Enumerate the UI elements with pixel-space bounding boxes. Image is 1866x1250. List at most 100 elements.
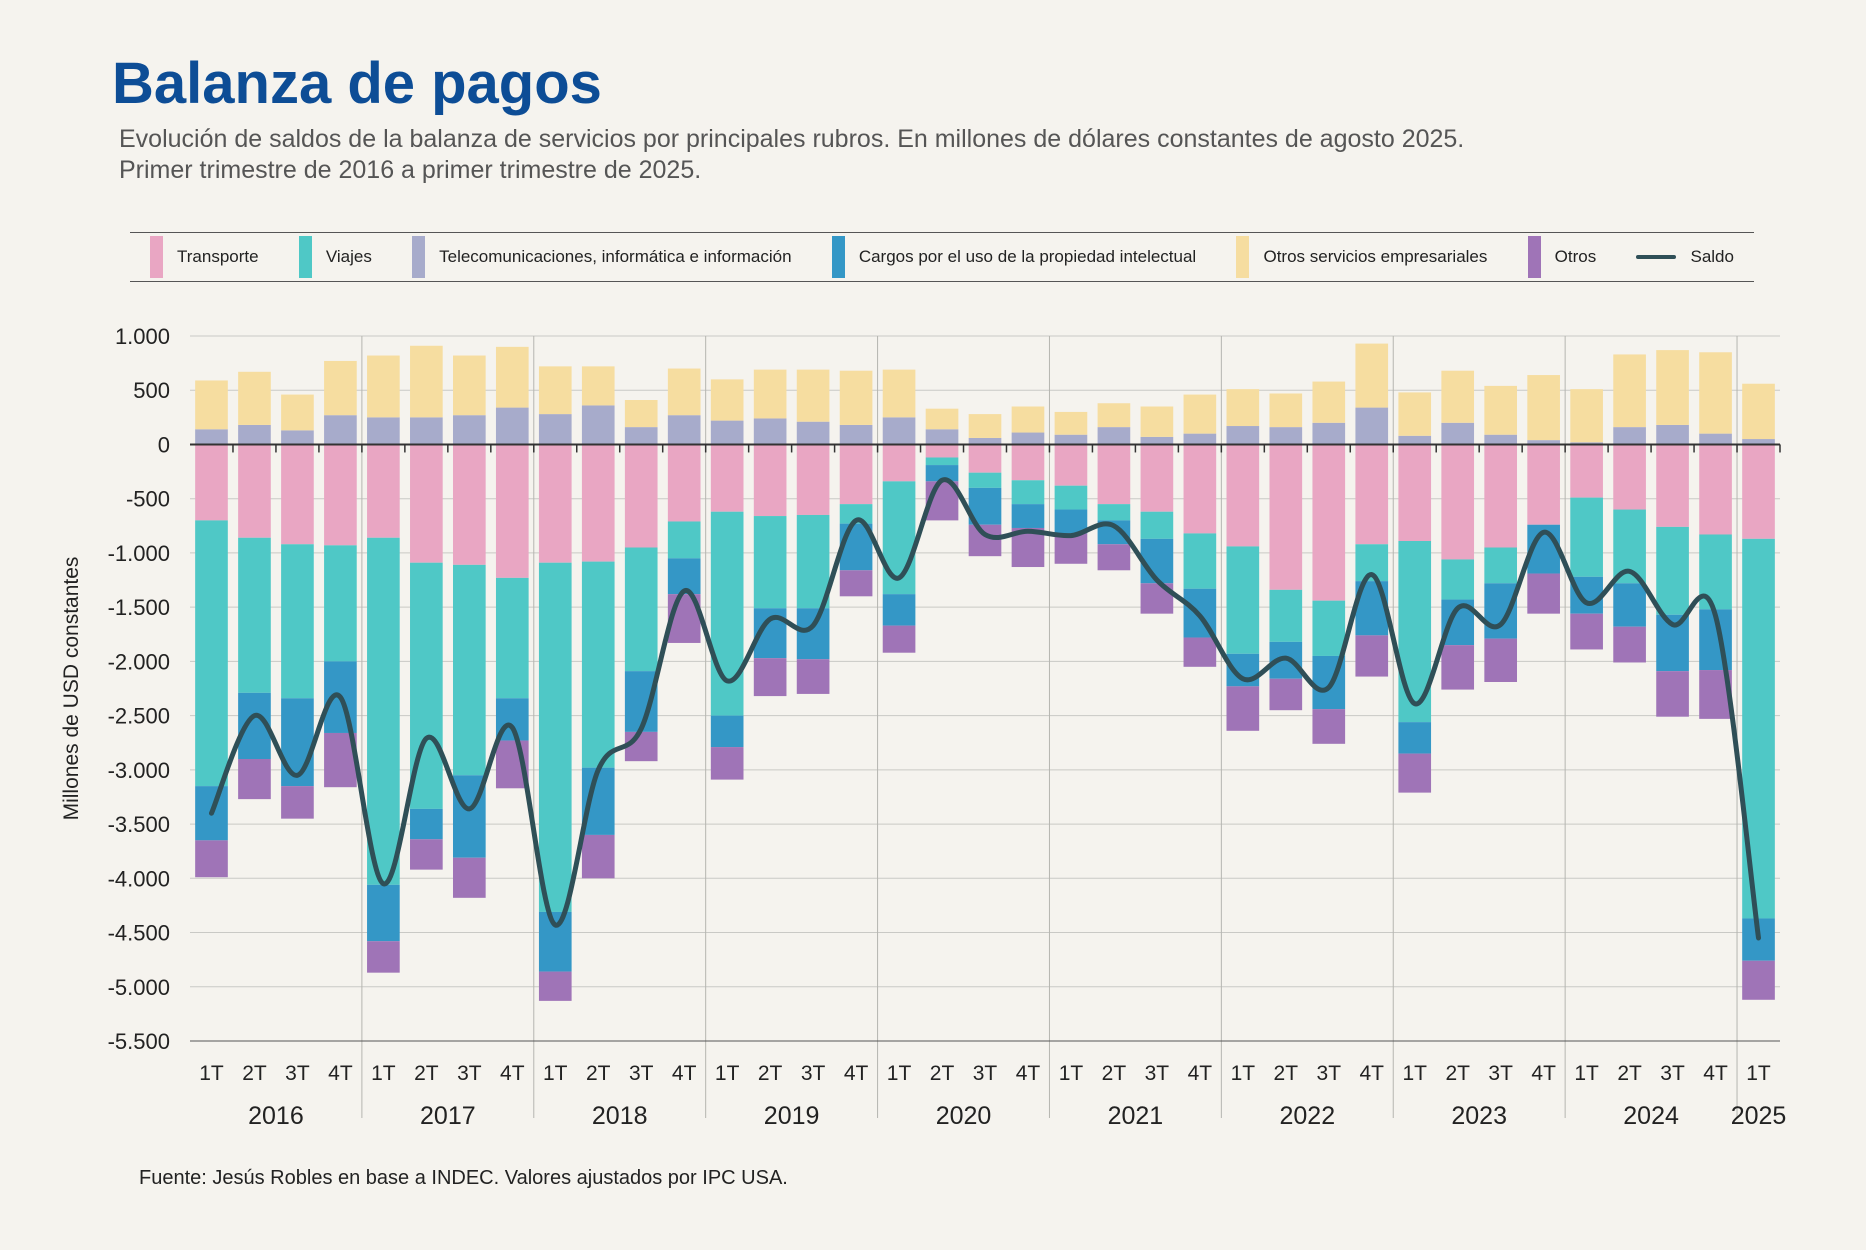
bar-otros-servicios-empresariales <box>538 366 572 415</box>
bar-viajes <box>710 511 744 716</box>
bar-otros-servicios-empresariales <box>281 394 314 431</box>
bar-cargos-por-el-uso-de-la-propiedad-intelectual <box>281 698 314 787</box>
legend-item-otros-servicios-empresariales: Otros servicios empresariales <box>1236 236 1487 278</box>
y-tick-label: 1.000 <box>115 324 170 349</box>
bar-otros <box>452 857 486 898</box>
zero-line-ticks <box>232 444 1781 453</box>
x-tick-label: 4T <box>328 1062 353 1085</box>
legend-item-saldo: Saldo <box>1636 247 1734 267</box>
bar-otros-servicios-empresariales <box>1613 354 1646 428</box>
bar-otros <box>1570 613 1603 650</box>
bar-otros <box>710 747 744 780</box>
bar-telecomunicaciones-informatica-e-informacion <box>1613 427 1646 445</box>
bar-otros <box>1613 626 1646 663</box>
bar-viajes <box>796 514 830 609</box>
x-tick-label: 1T <box>1059 1062 1084 1085</box>
bar-telecomunicaciones-informatica-e-informacion <box>195 429 228 445</box>
x-tick-label: 4T <box>844 1062 869 1085</box>
bar-transporte <box>1398 444 1432 541</box>
legend-item-viajes: Viajes <box>298 236 372 278</box>
bar-viajes <box>839 504 873 524</box>
bar-transporte <box>281 444 314 545</box>
bar-transporte <box>1355 444 1389 545</box>
bar-telecomunicaciones-informatica-e-informacion <box>753 418 787 445</box>
bar-telecomunicaciones-informatica-e-informacion <box>1269 427 1303 445</box>
bar-otros <box>796 659 830 694</box>
bar-otros <box>1742 960 1775 1000</box>
x-tick-label: 2T <box>758 1062 783 1085</box>
x-tick-label: 3T <box>1317 1062 1342 1085</box>
y-tick-label: -500 <box>126 487 170 512</box>
bar-viajes <box>1441 559 1475 600</box>
bar-telecomunicaciones-informatica-e-informacion <box>1011 432 1045 445</box>
saldo-line <box>208 477 1762 941</box>
bar-otros <box>1054 533 1088 564</box>
bar-viajes <box>495 577 529 699</box>
bar-otros-servicios-empresariales <box>1742 383 1775 440</box>
bar-telecomunicaciones-informatica-e-informacion <box>925 429 959 445</box>
bar-telecomunicaciones-informatica-e-informacion <box>1054 434 1088 445</box>
bar-otros <box>1656 671 1689 717</box>
bar-otros-servicios-empresariales <box>624 399 658 428</box>
legend-label: Telecomunicaciones, informática e inform… <box>439 247 792 266</box>
legend-label: Transporte <box>177 247 259 266</box>
bar-cargos-por-el-uso-de-la-propiedad-intelectual <box>1054 509 1088 534</box>
bar-otros <box>624 731 658 762</box>
bar-transporte <box>624 444 658 548</box>
legend-item-cargos-por-el-uso-de-la-propiedad-intelectual: Cargos por el uso de la propiedad intele… <box>831 236 1196 278</box>
bar-viajes <box>238 537 271 693</box>
bar-telecomunicaciones-informatica-e-informacion <box>1484 434 1518 445</box>
bar-transporte <box>925 444 959 458</box>
bar-otros <box>882 625 916 653</box>
x-tick-label: 2T <box>242 1062 267 1085</box>
x-tick-label: 4T <box>1016 1062 1041 1085</box>
bar-viajes <box>1570 497 1603 577</box>
bar-cargos-por-el-uso-de-la-propiedad-intelectual <box>1011 504 1045 528</box>
bar-viajes <box>452 564 486 776</box>
bar-telecomunicaciones-informatica-e-informacion <box>367 417 400 445</box>
bars <box>195 343 1775 1001</box>
bar-telecomunicaciones-informatica-e-informacion <box>667 415 701 445</box>
bar-otros-servicios-empresariales <box>1011 406 1045 433</box>
bar-cargos-por-el-uso-de-la-propiedad-intelectual <box>882 594 916 626</box>
x-tick-label: 1T <box>543 1062 568 1085</box>
chart-title: Balanza de pagos <box>112 51 602 116</box>
bar-otros <box>1398 753 1432 793</box>
bar-transporte <box>324 444 357 546</box>
bar-cargos-por-el-uso-de-la-propiedad-intelectual <box>1613 583 1646 627</box>
bar-otros-servicios-empresariales <box>581 366 615 406</box>
year-label: 2023 <box>1451 1102 1507 1130</box>
bar-viajes <box>1011 480 1045 505</box>
y-tick-label: 500 <box>133 378 170 403</box>
bar-otros <box>410 839 443 870</box>
bar-otros-servicios-empresariales <box>839 370 873 425</box>
bar-telecomunicaciones-informatica-e-informacion <box>1441 422 1475 445</box>
bar-transporte <box>882 444 916 482</box>
bar-otros-servicios-empresariales <box>710 379 744 421</box>
bar-telecomunicaciones-informatica-e-informacion <box>710 420 744 445</box>
y-tick-label: -2.000 <box>108 649 170 674</box>
y-axis-label: Millones de USD constantes <box>60 557 83 821</box>
bar-transporte <box>968 444 1002 473</box>
legend-swatch <box>1236 236 1250 278</box>
bar-otros-servicios-empresariales <box>410 345 443 418</box>
y-tick-label: 0 <box>158 432 170 457</box>
x-tick-label: 2T <box>930 1062 955 1085</box>
legend-swatch <box>412 236 426 278</box>
bar-viajes <box>1484 547 1518 584</box>
year-label: 2017 <box>420 1102 476 1130</box>
year-label: 2019 <box>764 1102 820 1130</box>
bar-transporte <box>495 444 529 578</box>
bar-cargos-por-el-uso-de-la-propiedad-intelectual <box>1484 583 1518 639</box>
x-tick-label: 1T <box>1574 1062 1599 1085</box>
y-tick-label: -1.500 <box>108 595 170 620</box>
bar-cargos-por-el-uso-de-la-propiedad-intelectual <box>538 911 572 972</box>
legend-swatch <box>150 236 163 278</box>
x-tick-label: 4T <box>500 1062 525 1085</box>
year-label: 2025 <box>1731 1102 1787 1130</box>
bar-otros <box>581 834 615 879</box>
bar-transporte <box>1613 444 1646 510</box>
bar-telecomunicaciones-informatica-e-informacion <box>1312 422 1346 445</box>
bar-telecomunicaciones-informatica-e-informacion <box>1097 427 1131 445</box>
bar-viajes <box>1312 600 1346 656</box>
